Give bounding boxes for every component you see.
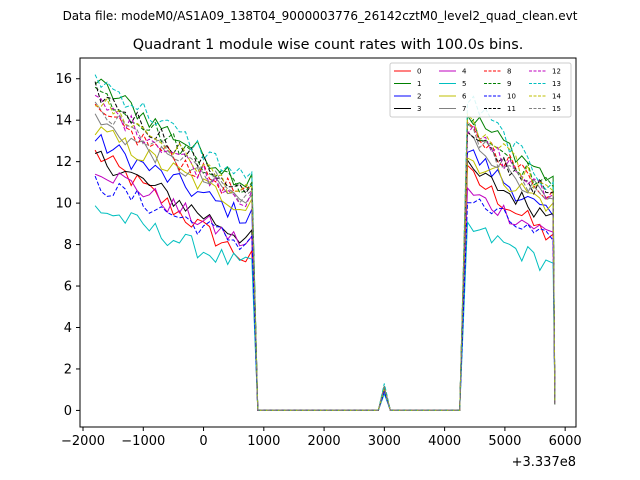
x-tick-label: 2000 — [308, 434, 341, 449]
x-tick-label: −1000 — [121, 434, 165, 449]
series-line-2 — [94, 133, 556, 411]
legend-label-10: 10 — [507, 93, 516, 101]
x-tick-label: 0 — [199, 434, 207, 449]
legend-label-3: 3 — [417, 105, 421, 113]
legend-box — [389, 62, 572, 118]
legend-label-14: 14 — [552, 93, 561, 101]
x-tick-label: 3000 — [368, 434, 401, 449]
series-line-1 — [94, 78, 556, 411]
series-line-4 — [94, 172, 556, 411]
legend-label-13: 13 — [552, 80, 561, 88]
y-tick-label: 12 — [55, 155, 72, 170]
series-line-15 — [94, 101, 556, 411]
x-tick-label: 4000 — [428, 434, 461, 449]
axes: −2000 −1000 0 1000 2000 3000 4000 5000 6000 0 2 4 6 8… — [55, 57, 582, 449]
series-line-13 — [94, 74, 556, 411]
suptitle: Data file: modeM0/AS1A09_138T04_90000037… — [63, 9, 578, 23]
series-line-5 — [94, 205, 556, 411]
plot-area — [94, 74, 556, 411]
series-line-0 — [94, 149, 556, 411]
legend-label-5: 5 — [462, 80, 466, 88]
x-tick-label: 1000 — [247, 434, 280, 449]
series-line-3 — [94, 150, 556, 411]
legend-label-15: 15 — [552, 105, 561, 113]
y-tick-label: 0 — [64, 404, 72, 419]
y-tick-label: 8 — [64, 238, 72, 253]
y-tick-label: 16 — [55, 72, 72, 87]
y-tick-label: 10 — [55, 197, 72, 212]
y-tick-label: 2 — [64, 362, 72, 377]
series-line-12 — [94, 94, 556, 411]
series-line-6 — [94, 126, 556, 411]
x-offset-label: +3.337e8 — [512, 455, 576, 470]
series-line-9 — [94, 86, 556, 411]
series-line-7 — [94, 113, 556, 411]
legend-label-4: 4 — [462, 68, 467, 76]
x-tick-label: 6000 — [549, 434, 582, 449]
legend-label-6: 6 — [462, 93, 467, 101]
axes-frame — [79, 57, 577, 428]
legend-label-11: 11 — [507, 105, 516, 113]
legend-label-1: 1 — [417, 80, 421, 88]
legend-label-9: 9 — [507, 80, 511, 88]
legend-label-0: 0 — [417, 68, 421, 76]
series-line-8 — [94, 103, 556, 411]
series-line-14 — [95, 97, 556, 411]
y-tick-label: 14 — [55, 114, 72, 129]
y-tick-label: 6 — [64, 280, 72, 295]
legend-label-12: 12 — [552, 68, 561, 76]
legend-label-7: 7 — [462, 105, 466, 113]
x-tick-label: 5000 — [488, 434, 521, 449]
series-line-11 — [94, 81, 556, 411]
y-tick-label: 4 — [64, 321, 72, 336]
series-line-10 — [94, 175, 556, 411]
x-tick-label: −2000 — [61, 434, 105, 449]
chart-title: Quadrant 1 module wise count rates with … — [133, 37, 524, 53]
legend-label-8: 8 — [507, 68, 511, 76]
legend-label-2: 2 — [417, 93, 421, 101]
